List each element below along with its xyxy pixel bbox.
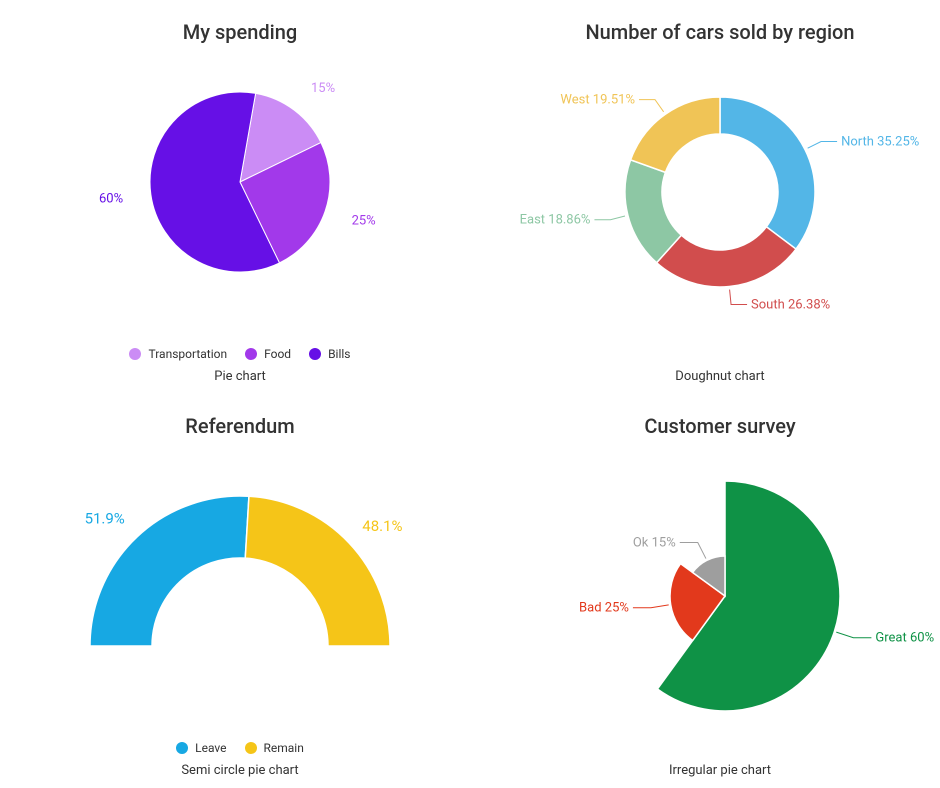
slice-label: 60% [99, 191, 123, 206]
slice-label: 15% [311, 81, 335, 96]
cars-panel: Number of cars sold by region North 35.2… [480, 0, 940, 394]
survey-stage: Great 60% Bad 25% Ok 15% [490, 446, 940, 759]
leader-line [730, 290, 747, 305]
cars-chart: North 35.25% South 26.38% East 18.86% West … [490, 52, 940, 332]
legend-dot-icon [245, 742, 257, 754]
leader-line [836, 632, 871, 638]
slice-label: North 35.25% [841, 134, 919, 149]
legend-item-bills: Bills [309, 347, 350, 361]
legend-item-food: Food [245, 347, 291, 361]
spending-chart: 15% 25% 60% [20, 52, 460, 312]
cars-stage: North 35.25% South 26.38% East 18.86% West … [490, 52, 940, 365]
slice-label: East 18.86% [520, 213, 591, 228]
survey-chart: Great 60% Bad 25% Ok 15% [490, 446, 940, 726]
referendum-legend: Leave Remain [176, 741, 304, 755]
legend-item-remain: Remain [245, 741, 304, 755]
slice-label: Ok 15% [633, 536, 676, 551]
slice-label: South 26.38% [751, 297, 830, 312]
spending-legend: Transportation Food Bills [129, 347, 350, 361]
slice-label: 48.1% [362, 517, 402, 535]
slice-label: Great 60% [875, 631, 934, 646]
legend-label: Bills [328, 347, 350, 361]
leader-line [594, 216, 625, 220]
legend-dot-icon [245, 348, 257, 360]
leader-line [680, 543, 706, 559]
slice-label: 51.9% [85, 510, 125, 528]
referendum-stage: 51.9% 48.1% [10, 446, 470, 735]
referendum-chart: 51.9% 48.1% [10, 446, 470, 686]
spending-panel: My spending 15% 25% 60% Transportation Food… [0, 0, 480, 394]
survey-title: Customer survey [644, 414, 795, 438]
legend-label: Leave [195, 741, 226, 755]
leader-line [808, 141, 837, 148]
doughnut-slice-west [631, 97, 720, 172]
referendum-subtitle: Semi circle pie chart [181, 763, 298, 778]
slice-label: West 19.51% [560, 93, 635, 108]
legend-label: Food [264, 347, 291, 361]
referendum-title: Referendum [185, 414, 294, 438]
legend-dot-icon [309, 348, 321, 360]
leader-line [633, 605, 669, 608]
leader-line [639, 100, 664, 112]
legend-dot-icon [176, 742, 188, 754]
spending-subtitle: Pie chart [214, 369, 266, 384]
spending-title: My spending [183, 20, 297, 44]
cars-title: Number of cars sold by region [585, 20, 854, 44]
legend-label: Remain [264, 741, 304, 755]
cars-subtitle: Doughnut chart [675, 369, 764, 384]
referendum-panel: Referendum 51.9% 48.1% Leave Remain Semi c… [0, 394, 480, 788]
legend-item-leave: Leave [176, 741, 226, 755]
chart-grid: My spending 15% 25% 60% Transportation Food… [0, 0, 940, 788]
survey-subtitle: Irregular pie chart [669, 763, 771, 778]
legend-item-transportation: Transportation [129, 347, 227, 361]
legend-dot-icon [129, 348, 141, 360]
legend-label: Transportation [148, 347, 227, 361]
survey-panel: Customer survey Great 60% Bad 25% Ok 15% I… [480, 394, 940, 788]
slice-label: 25% [352, 213, 376, 228]
slice-label: Bad 25% [579, 601, 629, 616]
doughnut-slice-north [720, 97, 815, 249]
spending-stage: 15% 25% 60% [10, 52, 470, 341]
